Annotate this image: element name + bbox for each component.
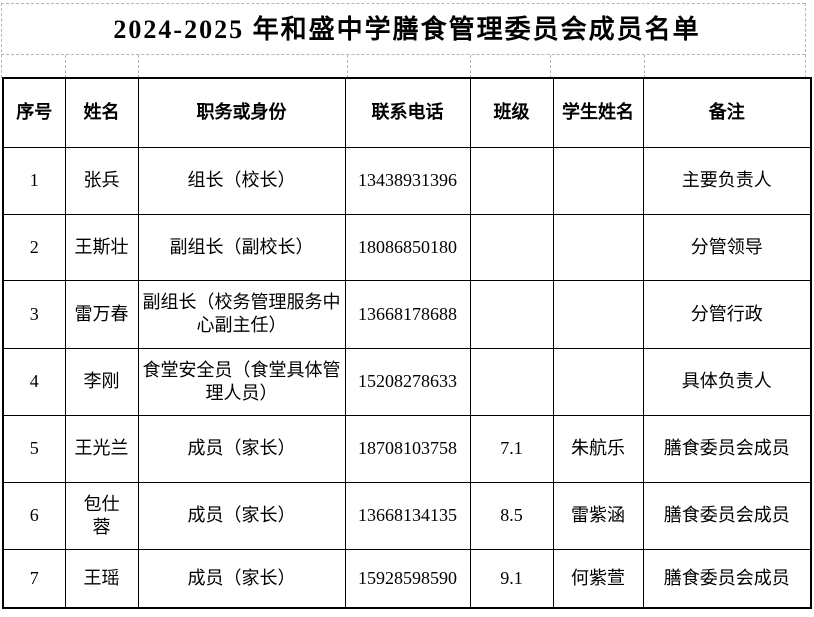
cell-phone: 18708103758 bbox=[344, 414, 471, 483]
cell-role: 副组长（副校长） bbox=[137, 213, 346, 281]
cell-role: 食堂安全员（食堂具体管 理人员） bbox=[137, 347, 346, 416]
cell-class bbox=[469, 279, 554, 349]
cell-name: 王斯壮 bbox=[64, 213, 139, 281]
table-row: 3 雷万春 副组长（校务管理服务中 心副主任） 13668178688 分管行政 bbox=[2, 279, 812, 349]
gridline-below-title bbox=[1, 54, 805, 55]
gridline-top bbox=[1, 3, 805, 4]
cell-note: 膳食委员会成员 bbox=[642, 548, 812, 609]
cell-class bbox=[469, 213, 554, 281]
cell-phone: 15928598590 bbox=[344, 548, 471, 609]
page-title: 2024-2025 年和盛中学膳食管理委员会成员名单 bbox=[113, 15, 701, 44]
header-row: 序号 姓名 职务或身份 联系电话 班级 学生姓名 备注 bbox=[2, 77, 812, 148]
cell-note: 主要负责人 bbox=[642, 146, 812, 215]
table-row: 1 张兵 组长（校长） 13438931396 主要负责人 bbox=[2, 146, 812, 215]
cell-name: 王瑶 bbox=[64, 548, 139, 609]
header-cell-phone: 联系电话 bbox=[344, 77, 471, 148]
table-row: 5 王光兰 成员（家长） 18708103758 7.1 朱航乐 膳食委员会成员 bbox=[2, 414, 812, 483]
cell-student bbox=[552, 213, 644, 281]
table-row: 2 王斯壮 副组长（副校长） 18086850180 分管领导 bbox=[2, 213, 812, 281]
cell-seq: 6 bbox=[2, 481, 66, 550]
gridline-column bbox=[644, 55, 645, 78]
header-cell-role: 职务或身份 bbox=[137, 77, 346, 148]
cell-student: 何紫萱 bbox=[552, 548, 644, 609]
cell-student: 雷紫涵 bbox=[552, 481, 644, 550]
header-cell-class: 班级 bbox=[469, 77, 554, 148]
cell-student bbox=[552, 279, 644, 349]
cell-phone: 13438931396 bbox=[344, 146, 471, 215]
cell-seq: 2 bbox=[2, 213, 66, 281]
header-cell-seq: 序号 bbox=[2, 77, 66, 148]
table-row: 4 李刚 食堂安全员（食堂具体管 理人员） 15208278633 具体负责人 bbox=[2, 347, 812, 416]
header-cell-name: 姓名 bbox=[64, 77, 139, 148]
gridline-column bbox=[65, 55, 66, 78]
cell-role: 副组长（校务管理服务中 心副主任） bbox=[137, 279, 346, 349]
cell-phone: 18086850180 bbox=[344, 213, 471, 281]
table-row: 7 王瑶 成员（家长） 15928598590 9.1 何紫萱 膳食委员会成员 bbox=[2, 548, 812, 609]
gridline-right bbox=[805, 3, 806, 78]
cell-role: 成员（家长） bbox=[137, 481, 346, 550]
cell-seq: 7 bbox=[2, 548, 66, 609]
gridline-column bbox=[470, 55, 471, 78]
gridline-column bbox=[347, 55, 348, 78]
cell-student: 朱航乐 bbox=[552, 414, 644, 483]
gridline-column bbox=[550, 55, 551, 78]
table-row: 6 包仕 蓉 成员（家长） 13668134135 8.5 雷紫涵 膳食委员会成… bbox=[2, 481, 812, 550]
cell-seq: 5 bbox=[2, 414, 66, 483]
cell-name: 雷万春 bbox=[64, 279, 139, 349]
cell-student bbox=[552, 146, 644, 215]
cell-phone: 13668178688 bbox=[344, 279, 471, 349]
cell-class: 7.1 bbox=[469, 414, 554, 483]
cell-role: 成员（家长） bbox=[137, 548, 346, 609]
header-cell-note: 备注 bbox=[642, 77, 812, 148]
cell-class bbox=[469, 347, 554, 416]
cell-phone: 13668134135 bbox=[344, 481, 471, 550]
cell-class: 8.5 bbox=[469, 481, 554, 550]
cell-note: 膳食委员会成员 bbox=[642, 414, 812, 483]
gridline-column bbox=[138, 55, 139, 78]
gridline-left bbox=[1, 3, 2, 78]
cell-note: 具体负责人 bbox=[642, 347, 812, 416]
cell-seq: 4 bbox=[2, 347, 66, 416]
cell-note: 膳食委员会成员 bbox=[642, 481, 812, 550]
cell-student bbox=[552, 347, 644, 416]
cell-class bbox=[469, 146, 554, 215]
cell-name: 李刚 bbox=[64, 347, 139, 416]
cell-note: 分管行政 bbox=[642, 279, 812, 349]
cell-name: 包仕 蓉 bbox=[64, 481, 139, 550]
cell-note: 分管领导 bbox=[642, 213, 812, 281]
cell-name: 王光兰 bbox=[64, 414, 139, 483]
header-cell-student: 学生姓名 bbox=[552, 77, 644, 148]
cell-seq: 1 bbox=[2, 146, 66, 215]
cell-role: 成员（家长） bbox=[137, 414, 346, 483]
members-table: 序号 姓名 职务或身份 联系电话 班级 学生姓名 备注 1 张兵 组长（校长） … bbox=[2, 77, 812, 609]
cell-role: 组长（校长） bbox=[137, 146, 346, 215]
cell-name: 张兵 bbox=[64, 146, 139, 215]
cell-phone: 15208278633 bbox=[344, 347, 471, 416]
cell-seq: 3 bbox=[2, 279, 66, 349]
cell-class: 9.1 bbox=[469, 548, 554, 609]
